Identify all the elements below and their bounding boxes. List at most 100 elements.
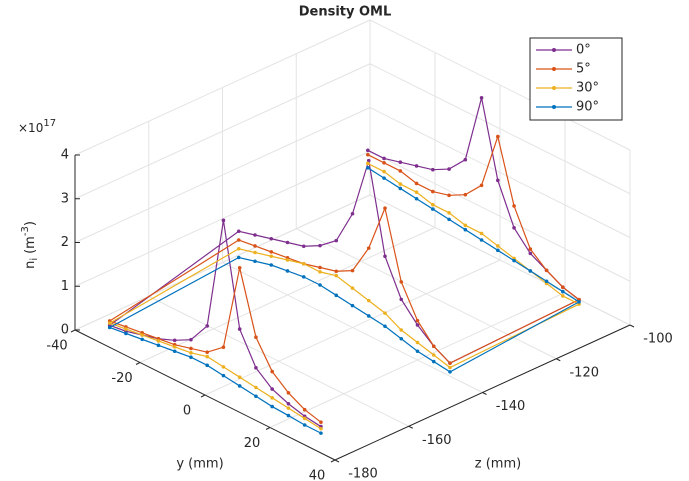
value-tick-label: 4 bbox=[61, 148, 69, 163]
data-point bbox=[414, 190, 419, 194]
y-tick bbox=[330, 459, 336, 463]
data-point bbox=[431, 353, 436, 357]
data-point bbox=[237, 384, 242, 388]
z-tick-label: -160 bbox=[422, 433, 452, 448]
label-symbol: n bbox=[23, 261, 38, 269]
data-point bbox=[496, 244, 500, 248]
data-point bbox=[431, 202, 435, 207]
data-point bbox=[236, 246, 241, 251]
data-point bbox=[350, 303, 355, 308]
legend-label: 90° bbox=[576, 100, 599, 115]
legend-label: 30° bbox=[576, 81, 599, 96]
z-tick-label: -100 bbox=[643, 332, 673, 347]
data-point bbox=[366, 148, 370, 153]
data-point bbox=[383, 324, 387, 329]
data-point bbox=[366, 314, 371, 318]
grid-line bbox=[369, 19, 631, 151]
y-tick bbox=[200, 394, 206, 398]
z-tick bbox=[629, 324, 635, 328]
data-point bbox=[254, 385, 258, 390]
legend-marker bbox=[552, 48, 556, 52]
y-tick bbox=[265, 427, 271, 430]
z-tick-label: -120 bbox=[569, 365, 599, 380]
data-point bbox=[512, 204, 516, 208]
data-point bbox=[237, 327, 242, 331]
data-point bbox=[431, 189, 435, 194]
data-point bbox=[415, 349, 420, 354]
data-point bbox=[237, 266, 242, 270]
data-point bbox=[383, 254, 387, 259]
z-tick bbox=[408, 425, 413, 429]
data-point bbox=[366, 246, 371, 250]
data-point bbox=[285, 258, 290, 262]
data-point bbox=[253, 259, 257, 264]
data-point bbox=[318, 270, 322, 274]
data-point bbox=[366, 161, 370, 166]
value-tick-label: 2 bbox=[61, 235, 69, 250]
grid-line bbox=[74, 107, 371, 243]
z-tick-label: -140 bbox=[496, 399, 526, 414]
y-tick bbox=[70, 329, 76, 333]
grid-line bbox=[74, 63, 371, 200]
data-point bbox=[205, 363, 209, 368]
data-point bbox=[414, 164, 419, 168]
z-tick-label: -180 bbox=[348, 467, 378, 481]
data-point bbox=[334, 293, 339, 298]
legend-marker bbox=[552, 86, 556, 90]
data-point bbox=[448, 370, 452, 374]
data-point bbox=[366, 158, 371, 163]
y-tick-label: -20 bbox=[111, 371, 132, 386]
data-point bbox=[269, 254, 274, 259]
data-point bbox=[431, 344, 436, 349]
data-point bbox=[496, 178, 500, 183]
data-point bbox=[350, 286, 355, 290]
data-point bbox=[270, 387, 274, 391]
data-point bbox=[286, 391, 291, 395]
data-point bbox=[172, 349, 177, 354]
data-point bbox=[124, 331, 128, 336]
data-point bbox=[254, 394, 258, 399]
data-point bbox=[431, 167, 435, 172]
value-scale: ×1017 bbox=[18, 118, 56, 135]
data-point bbox=[334, 273, 339, 278]
y-tick-label: 20 bbox=[244, 436, 261, 451]
grid-line bbox=[222, 262, 483, 393]
data-point bbox=[366, 298, 371, 303]
data-point bbox=[301, 275, 306, 279]
data-point bbox=[479, 238, 484, 242]
data-point bbox=[221, 218, 226, 223]
data-point bbox=[366, 166, 370, 170]
y-tick-label: -40 bbox=[46, 339, 67, 354]
data-point bbox=[156, 343, 161, 348]
data-point bbox=[528, 269, 533, 273]
data-point bbox=[398, 169, 403, 173]
data-point bbox=[561, 289, 565, 294]
data-point bbox=[286, 401, 291, 406]
data-point bbox=[221, 365, 226, 369]
data-point bbox=[528, 251, 533, 256]
data-point bbox=[463, 227, 468, 232]
data-point bbox=[399, 328, 404, 332]
data-point bbox=[415, 318, 420, 323]
data-point bbox=[221, 345, 226, 349]
data-point bbox=[189, 351, 193, 355]
grid-line bbox=[369, 63, 631, 195]
data-point bbox=[172, 345, 177, 349]
data-point bbox=[269, 250, 274, 254]
data-point bbox=[319, 426, 323, 431]
data-point bbox=[301, 261, 306, 266]
data-point bbox=[398, 186, 403, 191]
data-point bbox=[302, 407, 307, 412]
grid-line bbox=[148, 295, 409, 427]
data-point bbox=[334, 269, 339, 274]
data-point bbox=[528, 247, 533, 251]
label-unit: (m bbox=[23, 236, 38, 254]
data-point bbox=[254, 335, 258, 339]
data-point bbox=[270, 396, 274, 400]
data-point bbox=[140, 333, 144, 337]
data-point bbox=[544, 268, 549, 273]
data-point bbox=[382, 161, 386, 165]
data-point bbox=[205, 350, 209, 354]
label-subscript: i bbox=[29, 258, 40, 261]
